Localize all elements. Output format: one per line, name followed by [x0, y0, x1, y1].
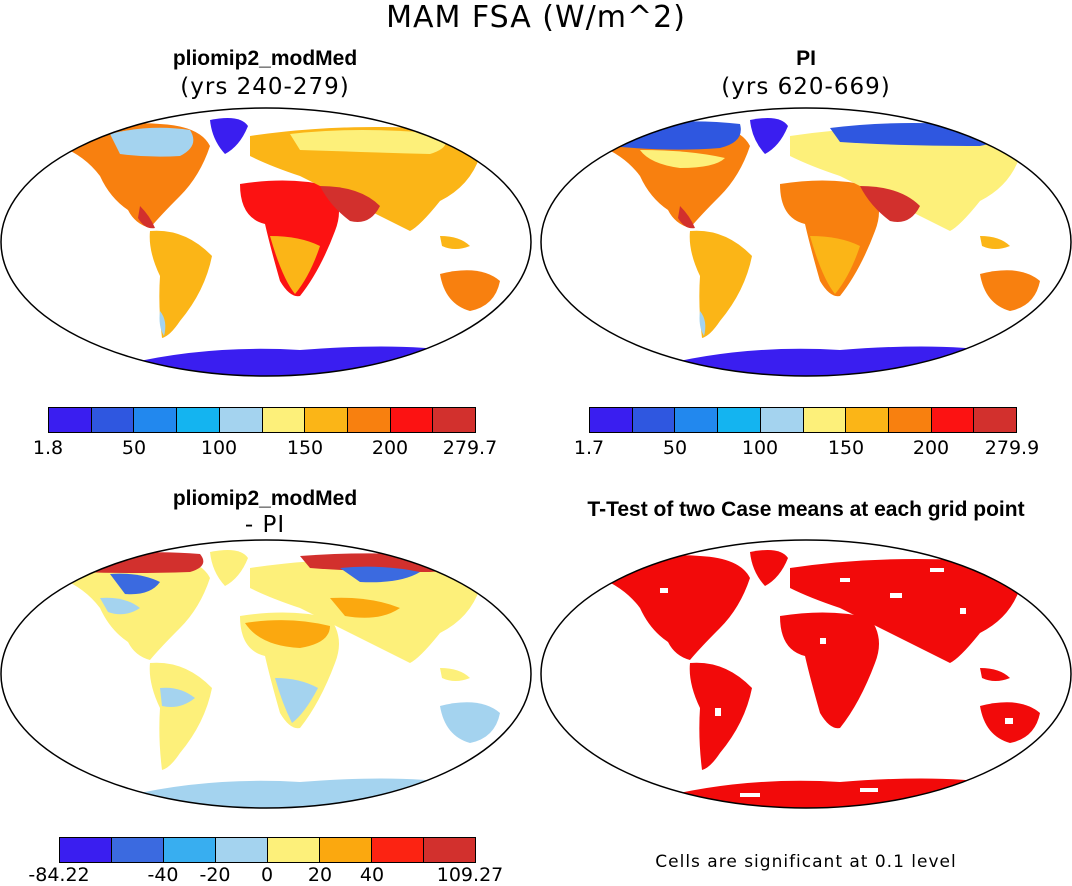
colorbar-swatch [134, 408, 178, 432]
colorbar-swatch [974, 408, 1017, 432]
colorbar-swatch [177, 408, 220, 432]
ttest-significance-note: Cells are significant at 0.1 level [655, 852, 957, 872]
colorbar-pi [589, 407, 1017, 433]
cbar-pi-tick: 150 [827, 437, 865, 459]
map-ttest [540, 538, 1072, 810]
eurasia [790, 559, 1020, 663]
colorbar-swatch [590, 408, 633, 432]
cbar-pi-tick: 50 [662, 437, 688, 459]
colorbar-swatch [760, 408, 804, 432]
map-diff [0, 538, 532, 810]
colorbar-swatch [372, 838, 424, 862]
panel-pi-title: PI [796, 47, 816, 70]
cbar-diff-tick: -20 [199, 864, 231, 886]
cbar-pliomip2-tick: 1.8 [32, 437, 64, 459]
colorbar-swatch [433, 408, 476, 432]
greenland [210, 550, 248, 586]
cbar-diff-tick: 0 [260, 864, 274, 886]
map-pi [540, 106, 1072, 378]
colorbar-swatch [164, 838, 216, 862]
south-america [149, 230, 212, 338]
greenland [750, 550, 788, 586]
colorbar-swatch [268, 838, 320, 862]
colorbar-swatch [49, 408, 92, 432]
colorbar-swatch [320, 838, 372, 862]
panel-pliomip2-subtitle: (yrs 240-279) [180, 74, 350, 100]
cbar-diff-tick: -40 [147, 864, 179, 886]
colorbar-swatch [347, 408, 391, 432]
south-america [689, 230, 752, 338]
colorbar-swatch [931, 408, 975, 432]
colorbar-swatch [803, 408, 847, 432]
colorbar-swatch [718, 408, 761, 432]
colorbar-swatch [424, 838, 475, 862]
cbar-pi-tick: 279.9 [984, 437, 1040, 459]
cbar-diff-tick: -84.22 [28, 864, 90, 886]
colorbar-swatch [112, 838, 164, 862]
south-america [689, 662, 752, 770]
colorbar-swatch [888, 408, 932, 432]
cbar-pliomip2-tick: 100 [200, 437, 238, 459]
australia [980, 270, 1040, 311]
cbar-pi-tick: 100 [741, 437, 779, 459]
north-america [600, 123, 750, 228]
map-pliomip2 [0, 106, 532, 378]
cbar-diff-tick: 40 [359, 864, 385, 886]
australia [440, 702, 500, 743]
cbar-diff-tick: 109.27 [436, 864, 504, 886]
colorbar-swatch [219, 408, 263, 432]
australia [440, 270, 500, 311]
colorbar-swatch [262, 408, 306, 432]
cbar-pi-tick: 1.7 [573, 437, 605, 459]
cbar-pi-tick: 200 [912, 437, 950, 459]
colorbar-swatch [675, 408, 719, 432]
cbar-pliomip2-tick: 150 [286, 437, 324, 459]
panel-pi-subtitle: (yrs 620-669) [721, 74, 891, 100]
colorbar-swatch [632, 408, 676, 432]
greenland [210, 118, 248, 154]
colorbar-swatch [305, 408, 348, 432]
figure-title: MAM FSA (W/m^2) [386, 0, 686, 35]
colorbar-diff [59, 837, 476, 863]
panel-diff-title: pliomip2_modMed [172, 487, 358, 510]
cbar-pliomip2-tick: 279.7 [442, 437, 498, 459]
eurasia [790, 127, 1020, 231]
colorbar-swatch [390, 408, 434, 432]
panel-diff-subtitle: - PI [244, 512, 286, 538]
north-america [600, 555, 750, 660]
colorbar-swatch [60, 838, 112, 862]
panel-pliomip2-title: pliomip2_modMed [172, 47, 358, 70]
cbar-diff-tick: 20 [307, 864, 333, 886]
greenland [750, 118, 788, 154]
colorbar-swatch [846, 408, 889, 432]
panel-ttest-title: T-Test of two Case means at each grid po… [587, 498, 1025, 521]
cbar-pliomip2-tick: 200 [371, 437, 409, 459]
colorbar-pliomip2 [48, 407, 476, 433]
colorbar-swatch [91, 408, 135, 432]
africa [780, 612, 879, 729]
colorbar-swatch [216, 838, 268, 862]
cbar-pliomip2-tick: 50 [121, 437, 147, 459]
